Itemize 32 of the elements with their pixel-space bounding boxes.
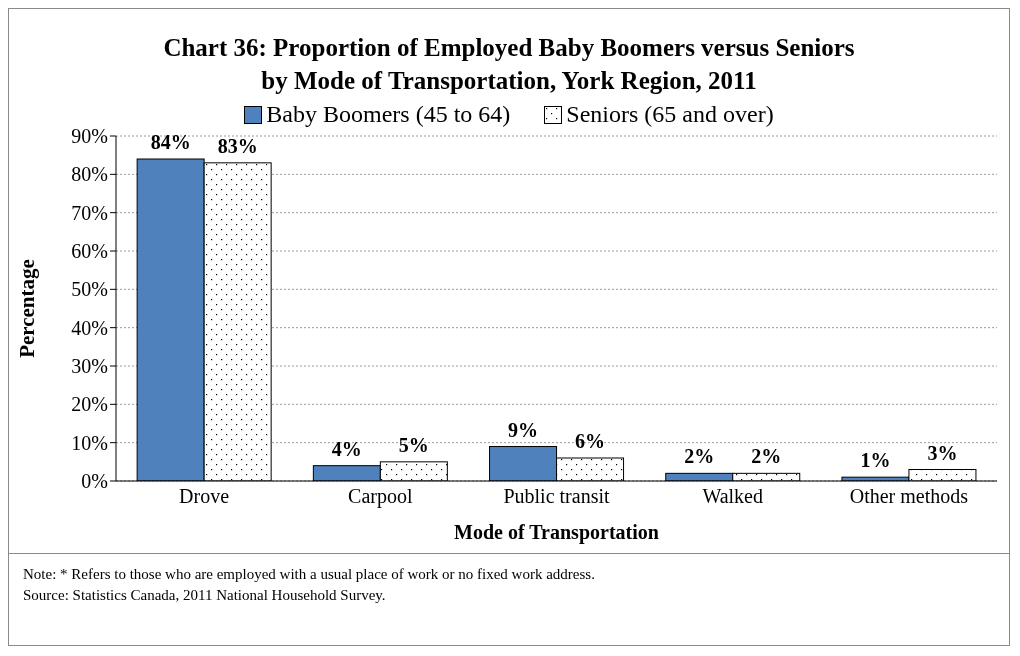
data-label: 2% bbox=[684, 445, 715, 468]
data-label: 2% bbox=[751, 445, 782, 468]
y-tick-label: 30% bbox=[71, 355, 108, 378]
data-label: 3% bbox=[927, 441, 958, 464]
y-tick-label: 80% bbox=[71, 163, 108, 186]
y-tick-label: 90% bbox=[71, 125, 108, 148]
y-tick-label: 0% bbox=[81, 470, 108, 493]
data-label: 84% bbox=[150, 131, 191, 153]
data-label: 9% bbox=[508, 418, 539, 441]
legend-label: Seniors (65 and over) bbox=[566, 101, 774, 128]
legend-label: Baby Boomers (45 to 64) bbox=[266, 101, 511, 128]
x-axis-title: Mode of Transportation bbox=[454, 521, 659, 544]
y-tick-label: 70% bbox=[71, 201, 108, 224]
x-tick-label: Drove bbox=[179, 485, 230, 508]
text: Note: * Refers to those who are employed with a usual place of work or no fixed work address. bbox=[23, 565, 596, 584]
y-tick-label: 40% bbox=[71, 316, 108, 339]
data-label: 1% bbox=[860, 449, 891, 472]
x-tick-label: Other methods bbox=[849, 485, 969, 508]
y-tick-label: 10% bbox=[71, 431, 108, 454]
chart-title: Chart 36: Proportion of Employed Baby Boomers versus Seniors by Mode of Transportation, York Region, 2011 bbox=[162, 33, 856, 96]
data-label: 83% bbox=[217, 134, 258, 157]
source-note: Source: Statistics Canada, 2011 National Household Survey. bbox=[23, 586, 387, 605]
x-tick-label: Carpool bbox=[348, 485, 413, 509]
y-axis-title: Percentage bbox=[15, 259, 40, 358]
data-label: 6% bbox=[575, 430, 606, 452]
x-tick-label: Walked bbox=[702, 485, 763, 508]
y-tick-label: 20% bbox=[71, 393, 108, 416]
y-tick-label: 50% bbox=[71, 278, 108, 301]
data-label: 4% bbox=[331, 437, 362, 460]
y-tick-label: 60% bbox=[71, 240, 108, 263]
data-label: 5% bbox=[398, 433, 429, 456]
x-tick-label: Public transit bbox=[503, 485, 610, 508]
